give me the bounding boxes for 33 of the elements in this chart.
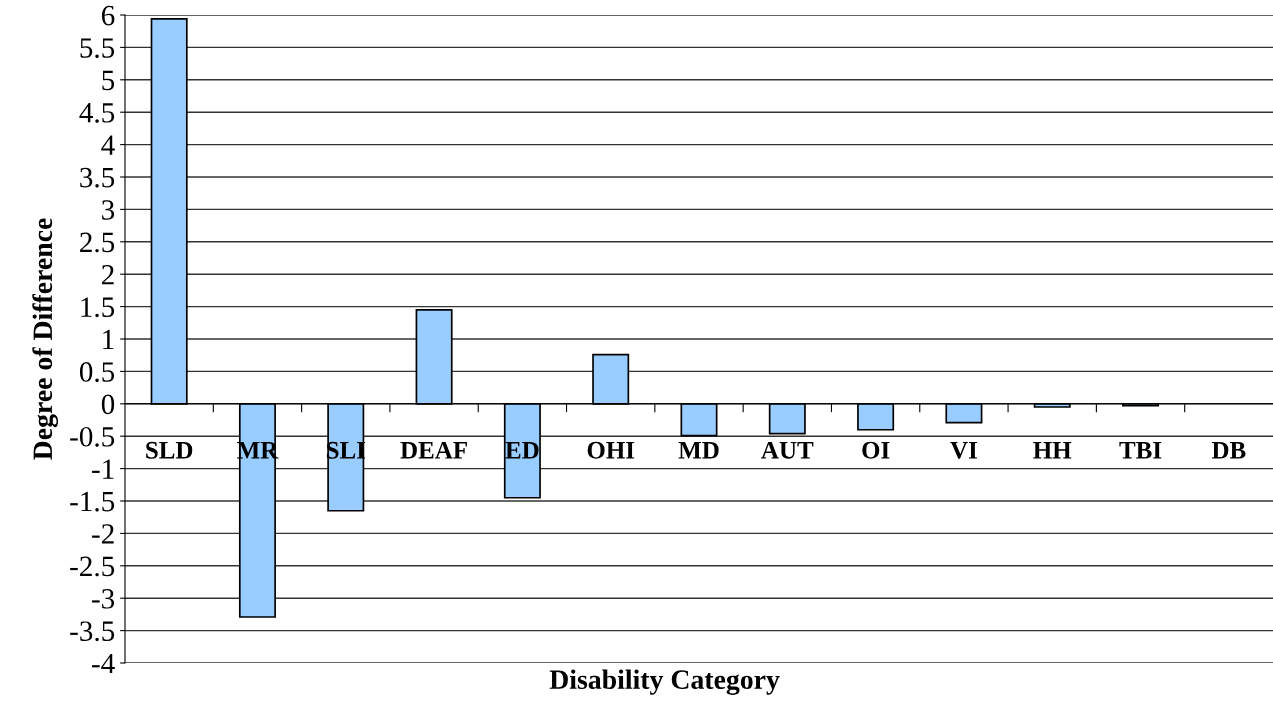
y-tick-label: 5 — [102, 70, 115, 91]
y-tick-label: 1 — [103, 329, 114, 350]
y-tick-label: 0 — [101, 394, 115, 415]
x-tick-label: HH — [1033, 442, 1072, 459]
x-tick-label: AUT — [761, 441, 814, 459]
x-tick-label: DB — [1211, 442, 1246, 459]
y-tick-label: -4 — [92, 653, 115, 674]
y-tick-label: -1.5 — [70, 491, 115, 512]
y-tick-label: 2 — [101, 265, 114, 285]
x-tick-label: OHI — [587, 441, 635, 459]
y-tick-label: 1.5 — [81, 297, 115, 318]
y-tick-label: 3 — [102, 200, 115, 220]
x-tick-label: DEAF — [400, 441, 467, 459]
x-tick-label: MD — [678, 442, 719, 459]
y-tick-label: -3 — [92, 589, 115, 609]
y-tick-label: -1 — [92, 459, 114, 479]
x-tick-label: SLD — [146, 441, 193, 459]
y-tick-label: -0.5 — [70, 426, 115, 447]
y-axis-title: Degree of Difference — [32, 218, 58, 460]
y-tick-label: -2 — [92, 524, 114, 544]
y-tick-label: 4.5 — [79, 103, 115, 123]
y-tick-label: 2.5 — [80, 232, 115, 253]
y-tick-label: 4 — [101, 135, 115, 155]
y-tick-label: -3.5 — [70, 621, 115, 642]
x-tick-label: VI — [950, 442, 977, 459]
y-tick-label: 6 — [101, 5, 115, 26]
x-axis-title: Disability Category — [549, 669, 780, 695]
y-tick-label: -2.5 — [70, 556, 115, 577]
x-tick-label: OI — [862, 441, 890, 459]
x-tick-label: TBI — [1119, 442, 1162, 459]
y-tick-label: 3.5 — [80, 167, 115, 188]
y-tick-label: 5.5 — [80, 38, 115, 58]
y-tick-label: 0.5 — [79, 362, 115, 382]
